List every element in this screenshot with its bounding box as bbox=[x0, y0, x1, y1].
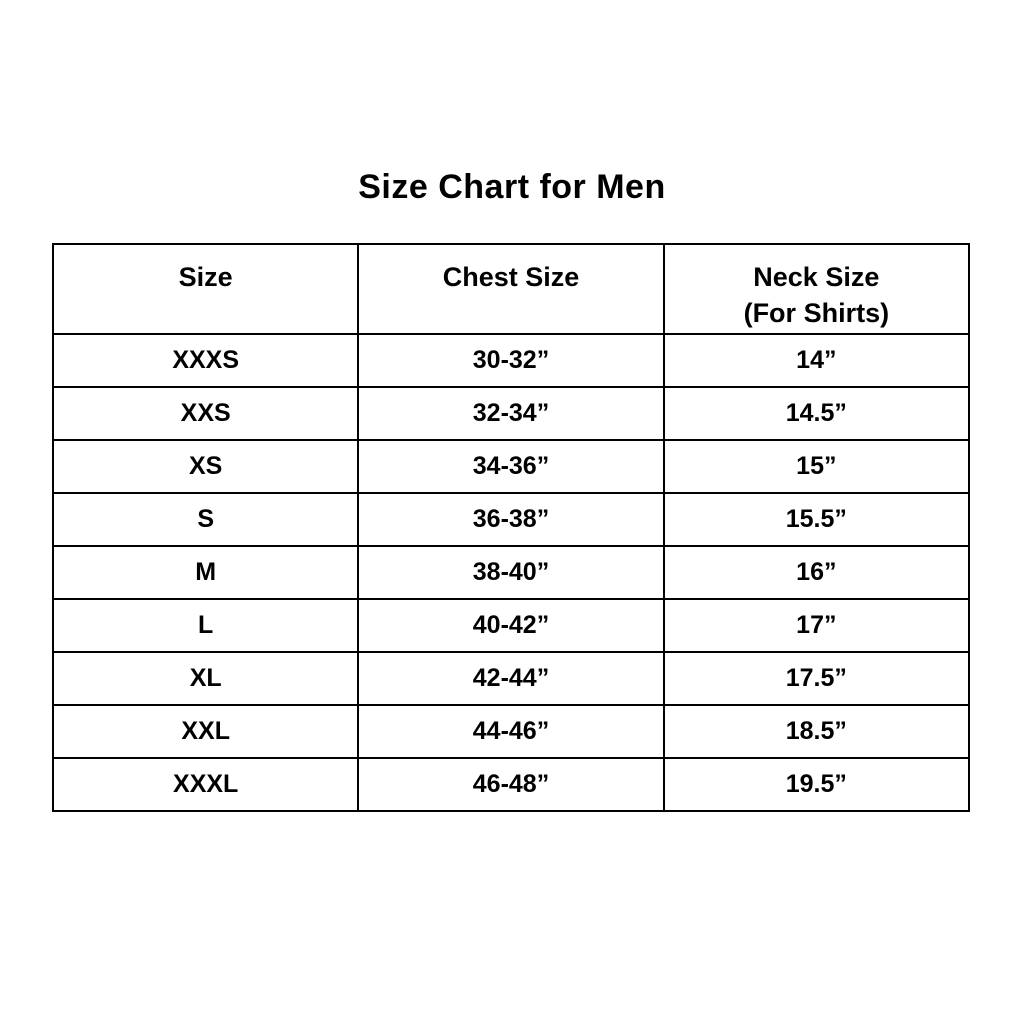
cell-neck-size: 18.5” bbox=[662, 704, 971, 759]
column-header-neck-size-line2: (For Shirts) bbox=[743, 298, 890, 328]
cell-neck-size: 16” bbox=[662, 545, 971, 600]
cell-chest-size: 30-32” bbox=[357, 333, 665, 388]
table-row: XXXL 46-48” 19.5” bbox=[51, 757, 971, 812]
cell-chest-size: 44-46” bbox=[357, 704, 665, 759]
table-row: XXS 32-34” 14.5” bbox=[51, 386, 971, 441]
table-row: M 38-40” 16” bbox=[51, 545, 971, 600]
table-row: L 40-42” 17” bbox=[51, 598, 971, 653]
cell-size: L bbox=[51, 598, 360, 653]
table-header-row: Size Chest Size Neck Size (For Shirts) bbox=[51, 243, 971, 335]
column-header-neck-size-line1: Neck Size bbox=[753, 262, 880, 292]
table-row: XS 34-36” 15” bbox=[51, 439, 971, 494]
cell-chest-size: 36-38” bbox=[357, 492, 665, 547]
column-header-size-label: Size bbox=[178, 262, 233, 292]
cell-size: S bbox=[51, 492, 360, 547]
size-chart-table: Size Chest Size Neck Size (For Shirts) X… bbox=[51, 243, 971, 812]
cell-chest-size: 40-42” bbox=[357, 598, 665, 653]
cell-size: XS bbox=[51, 439, 360, 494]
page-title: Size Chart for Men bbox=[358, 168, 666, 206]
cell-chest-size: 42-44” bbox=[357, 651, 665, 706]
cell-neck-size: 14.5” bbox=[662, 386, 971, 441]
cell-chest-size: 32-34” bbox=[357, 386, 665, 441]
cell-neck-size: 14” bbox=[662, 333, 971, 388]
cell-chest-size: 38-40” bbox=[357, 545, 665, 600]
table-row: XL 42-44” 17.5” bbox=[51, 651, 971, 706]
column-header-chest-size: Chest Size bbox=[357, 243, 665, 335]
cell-neck-size: 15.5” bbox=[662, 492, 971, 547]
table-row: S 36-38” 15.5” bbox=[51, 492, 971, 547]
column-header-chest-size-label: Chest Size bbox=[442, 262, 580, 292]
cell-size: XXL bbox=[51, 704, 360, 759]
cell-size: XXS bbox=[51, 386, 360, 441]
column-header-neck-size: Neck Size (For Shirts) bbox=[662, 243, 971, 335]
cell-neck-size: 15” bbox=[662, 439, 971, 494]
table-row: XXL 44-46” 18.5” bbox=[51, 704, 971, 759]
cell-size: XL bbox=[51, 651, 360, 706]
cell-chest-size: 46-48” bbox=[357, 757, 665, 812]
column-header-size: Size bbox=[51, 243, 360, 335]
cell-chest-size: 34-36” bbox=[357, 439, 665, 494]
cell-size: XXXS bbox=[51, 333, 360, 388]
cell-neck-size: 19.5” bbox=[662, 757, 971, 812]
cell-neck-size: 17” bbox=[662, 598, 971, 653]
cell-size: XXXL bbox=[51, 757, 360, 812]
cell-neck-size: 17.5” bbox=[662, 651, 971, 706]
cell-size: M bbox=[51, 545, 360, 600]
table-row: XXXS 30-32” 14” bbox=[51, 333, 971, 388]
